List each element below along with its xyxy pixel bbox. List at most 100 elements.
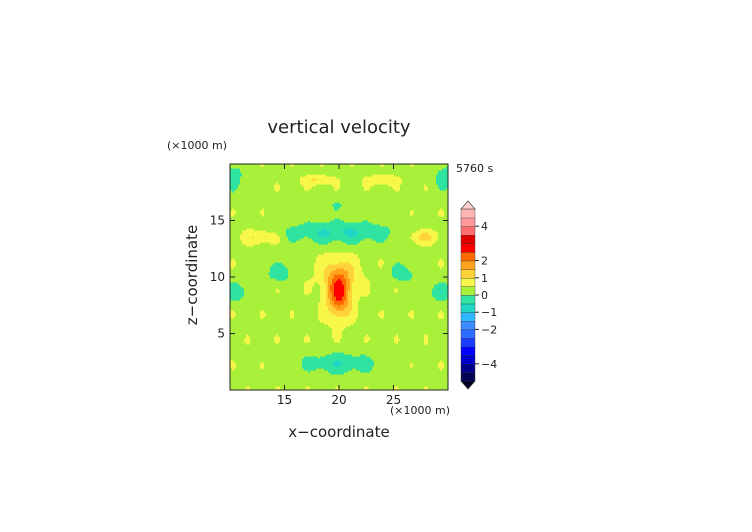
heatmap-cell: [288, 278, 291, 281]
heatmap-cell: [282, 246, 285, 249]
heatmap-cell: [248, 352, 251, 355]
heatmap-cell: [310, 236, 313, 239]
heatmap-cell: [296, 264, 299, 267]
heatmap-cell: [280, 244, 283, 247]
heatmap-cell: [254, 216, 257, 219]
heatmap-cell: [232, 192, 235, 195]
heatmap-cell: [238, 230, 241, 233]
heatmap-cell: [306, 380, 309, 383]
heatmap-cell: [282, 222, 285, 225]
heatmap-cell: [296, 338, 299, 341]
heatmap-cell: [276, 352, 279, 355]
heatmap-cell: [296, 274, 299, 277]
heatmap-cell: [294, 228, 297, 231]
heatmap-cell: [284, 382, 287, 385]
heatmap-cell: [286, 184, 289, 187]
heatmap-cell: [308, 220, 311, 223]
heatmap-cell: [288, 196, 291, 199]
heatmap-cell: [288, 180, 291, 183]
heatmap-cell: [244, 346, 247, 349]
heatmap-cell: [272, 330, 275, 333]
heatmap-cell: [260, 264, 263, 267]
heatmap-cell: [236, 304, 239, 307]
heatmap-cell: [300, 334, 303, 337]
heatmap-cell: [304, 274, 307, 277]
heatmap-cell: [268, 316, 271, 319]
heatmap-cell: [292, 342, 295, 345]
heatmap-cell: [240, 300, 243, 303]
heatmap-cell: [262, 184, 265, 187]
heatmap-cell: [258, 384, 261, 387]
heatmap-cell: [260, 176, 263, 179]
heatmap-cell: [286, 218, 289, 221]
heatmap-cell: [308, 354, 311, 357]
heatmap-cell: [234, 206, 237, 209]
heatmap-cell: [248, 360, 251, 363]
heatmap-cell: [286, 360, 289, 363]
heatmap-cell: [274, 364, 277, 367]
heatmap-cell: [288, 246, 291, 249]
heatmap-cell: [298, 212, 301, 215]
heatmap-cell: [268, 330, 271, 333]
heatmap-cell: [248, 370, 251, 373]
heatmap-cell: [304, 188, 307, 191]
heatmap-cell: [266, 368, 269, 371]
heatmap-cell: [270, 318, 273, 321]
heatmap-cell: [230, 370, 233, 373]
heatmap-cell: [302, 282, 305, 285]
heatmap-cell: [236, 368, 239, 371]
heatmap-cell: [312, 364, 315, 367]
heatmap-cell: [304, 328, 307, 331]
heatmap-cell: [300, 230, 303, 233]
heatmap-cell: [268, 372, 271, 375]
heatmap-cell: [270, 224, 273, 227]
heatmap-cell: [240, 348, 243, 351]
heatmap-cell: [300, 188, 303, 191]
heatmap-cell: [262, 358, 265, 361]
heatmap-cell: [268, 300, 271, 303]
heatmap-cell: [236, 210, 239, 213]
heatmap-cell: [266, 168, 269, 171]
heatmap-cell: [280, 234, 283, 237]
heatmap-cell: [250, 328, 253, 331]
heatmap-cell: [248, 336, 251, 339]
heatmap-cell: [260, 202, 263, 205]
heatmap-cell: [278, 338, 281, 341]
heatmap-cell: [230, 358, 233, 361]
heatmap-cell: [296, 388, 299, 390]
heatmap-cell: [306, 176, 309, 179]
heatmap-cell: [242, 388, 245, 390]
heatmap-cell: [286, 196, 289, 199]
heatmap-cell: [292, 244, 295, 247]
heatmap-cell: [280, 366, 283, 369]
heatmap-cell: [258, 312, 261, 315]
heatmap-cell: [312, 380, 315, 383]
heatmap-cell: [244, 200, 247, 203]
heatmap-cell: [280, 342, 283, 345]
heatmap-cell: [270, 182, 273, 185]
heatmap-cell: [304, 382, 307, 385]
heatmap-cell: [288, 364, 291, 367]
heatmap-cell: [248, 248, 251, 251]
heatmap-cell: [260, 250, 263, 253]
heatmap-cell: [274, 234, 277, 237]
heatmap-cell: [300, 278, 303, 281]
heatmap-cell: [248, 308, 251, 311]
heatmap-cell: [310, 298, 313, 301]
heatmap-cell: [282, 250, 285, 253]
heatmap-cell: [252, 232, 255, 235]
heatmap-cell: [262, 320, 265, 323]
heatmap-cell: [246, 186, 249, 189]
heatmap-cell: [248, 224, 251, 227]
heatmap-cell: [290, 194, 293, 197]
heatmap-cell: [242, 198, 245, 201]
heatmap-cell: [292, 202, 295, 205]
heatmap-cell: [264, 220, 267, 223]
heatmap-cell: [300, 220, 303, 223]
heatmap-cell: [250, 362, 253, 365]
heatmap-cell: [250, 210, 253, 213]
heatmap-cell: [258, 378, 261, 381]
heatmap-cell: [310, 286, 313, 289]
heatmap-cell: [230, 328, 233, 331]
heatmap-cell: [246, 352, 249, 355]
